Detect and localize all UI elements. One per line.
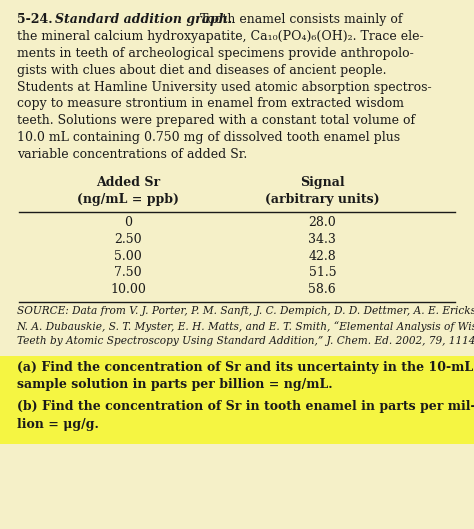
Text: Signal: Signal [300, 176, 345, 189]
Text: 10.0 mL containing 0.750 mg of dissolved tooth enamel plus: 10.0 mL containing 0.750 mg of dissolved… [17, 131, 400, 144]
Text: Students at Hamline University used atomic absorption spectros-: Students at Hamline University used atom… [17, 80, 431, 94]
Text: Standard addition graph.: Standard addition graph. [55, 13, 233, 26]
Text: the mineral calcium hydroxyapatite, Ca₁₀(PO₄)₆(OH)₂. Trace ele-: the mineral calcium hydroxyapatite, Ca₁₀… [17, 30, 423, 43]
Text: Added Sr: Added Sr [96, 176, 160, 189]
Text: (arbitrary units): (arbitrary units) [265, 193, 380, 206]
Bar [0, 356, 474, 444]
Text: 5-24.: 5-24. [17, 13, 52, 26]
Text: (b) Find the concentration of Sr in tooth enamel in parts per mil-: (b) Find the concentration of Sr in toot… [17, 400, 474, 413]
Text: 0: 0 [124, 216, 132, 229]
Text: Tooth enamel consists mainly of: Tooth enamel consists mainly of [196, 13, 402, 26]
Text: 42.8: 42.8 [309, 250, 336, 262]
Text: 51.5: 51.5 [309, 267, 336, 279]
Text: lion = μg/g.: lion = μg/g. [17, 418, 99, 431]
Text: 10.00: 10.00 [110, 283, 146, 296]
Text: SOURCE: Data from V. J. Porter, P. M. Sanft, J. C. Dempich, D. D. Dettmer, A. E.: SOURCE: Data from V. J. Porter, P. M. Sa… [17, 306, 474, 316]
Text: Teeth by Atomic Spectroscopy Using Standard Addition,” J. Chem. Ed. 2002, 79, 11: Teeth by Atomic Spectroscopy Using Stand… [17, 336, 474, 346]
Text: ments in teeth of archeological specimens provide anthropolo-: ments in teeth of archeological specimen… [17, 47, 413, 60]
Text: N. A. Dubauskie, S. T. Myster, E. H. Matts, and E. T. Smith, “Elemental Analysis: N. A. Dubauskie, S. T. Myster, E. H. Mat… [17, 321, 474, 332]
Text: 34.3: 34.3 [309, 233, 336, 246]
Text: copy to measure strontium in enamel from extracted wisdom: copy to measure strontium in enamel from… [17, 97, 403, 111]
Text: 5.00: 5.00 [114, 250, 142, 262]
Text: gists with clues about diet and diseases of ancient people.: gists with clues about diet and diseases… [17, 63, 386, 77]
Text: sample solution in parts per billion = ng/mL.: sample solution in parts per billion = n… [17, 378, 332, 391]
Text: (a) Find the concentration of Sr and its uncertainty in the 10-mL: (a) Find the concentration of Sr and its… [17, 361, 473, 374]
Text: variable concentrations of added Sr.: variable concentrations of added Sr. [17, 148, 247, 161]
Text: (ng/mL = ppb): (ng/mL = ppb) [77, 193, 179, 206]
Text: 2.50: 2.50 [114, 233, 142, 246]
Text: 58.6: 58.6 [309, 283, 336, 296]
Text: 28.0: 28.0 [309, 216, 336, 229]
Text: teeth. Solutions were prepared with a constant total volume of: teeth. Solutions were prepared with a co… [17, 114, 415, 127]
Text: 7.50: 7.50 [114, 267, 142, 279]
